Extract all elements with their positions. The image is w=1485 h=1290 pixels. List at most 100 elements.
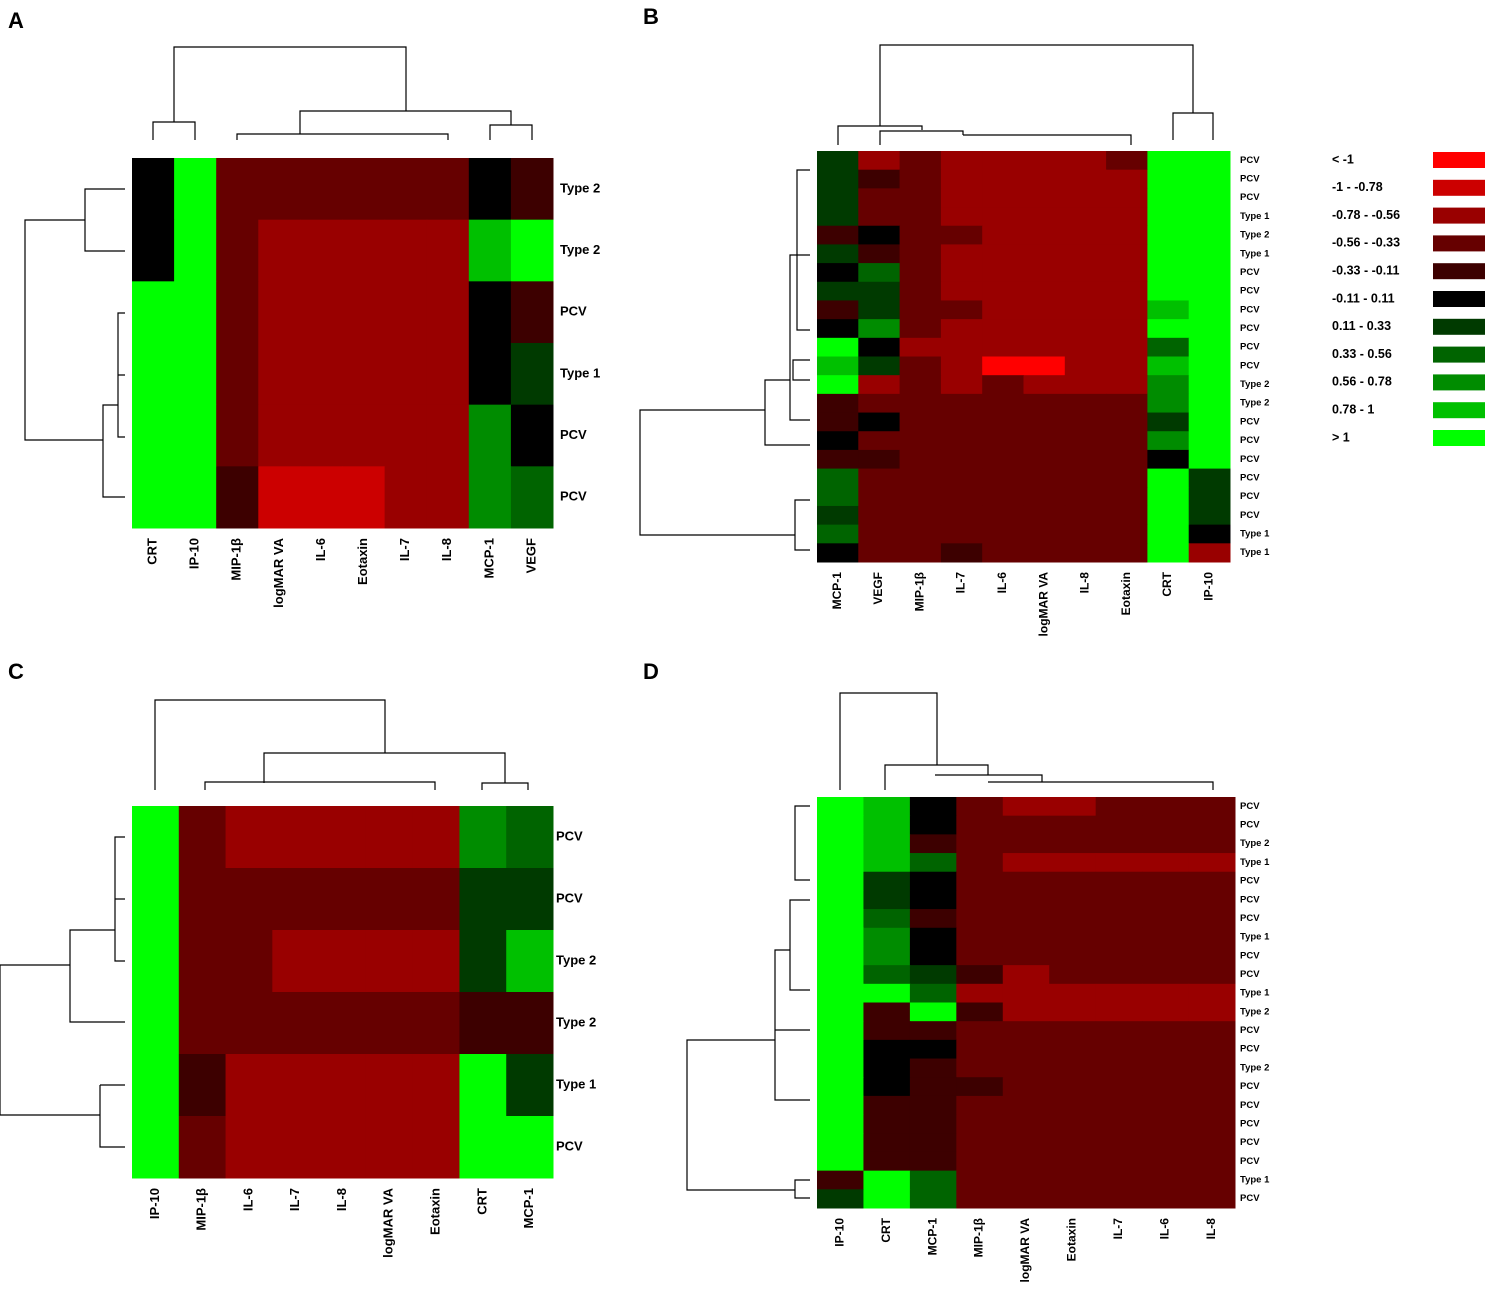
row-label: PCV	[1240, 360, 1260, 371]
heatmap-cell	[863, 927, 911, 947]
heatmap-cell	[940, 169, 983, 189]
heatmap-cell	[899, 188, 942, 208]
heatmap-cell	[1106, 375, 1148, 395]
heatmap-cell	[300, 466, 343, 529]
heatmap-cell	[1147, 543, 1190, 563]
column-label: Eotaxin	[1065, 1218, 1079, 1261]
column-label: IP-10	[832, 1218, 846, 1247]
heatmap-cell	[817, 393, 859, 414]
heatmap-cell	[899, 393, 942, 414]
heatmap-cell	[1064, 543, 1107, 563]
heatmap-cell	[909, 1077, 957, 1097]
column-label: MIP-1β	[912, 572, 926, 611]
column-label: VEGF	[523, 538, 538, 573]
heatmap-cell	[1106, 225, 1148, 245]
row-label: PCV	[1240, 342, 1260, 353]
column-label: CRT	[879, 1217, 893, 1242]
heatmap-cell	[1188, 1170, 1236, 1190]
heatmap-cell	[940, 543, 983, 563]
heatmap-cell	[1106, 319, 1148, 339]
heatmap-cell	[982, 468, 1024, 488]
heatmap-cell	[365, 930, 414, 993]
heatmap-cell	[1147, 281, 1190, 301]
heatmap-cell	[178, 868, 227, 931]
heatmap-cell	[1064, 151, 1107, 171]
column-label: MCP-1	[925, 1218, 939, 1256]
heatmap-cell	[899, 505, 942, 526]
heatmap-cell	[258, 158, 301, 221]
legend-label: 0.11 - 0.33	[1332, 319, 1391, 333]
heatmap-cell	[899, 543, 942, 563]
heatmap-cell	[817, 188, 859, 208]
row-label: PCV	[1240, 894, 1260, 905]
heatmap-cell	[940, 300, 983, 320]
legend-swatch	[1433, 207, 1485, 224]
heatmap-cell	[412, 992, 460, 1055]
heatmap-cell	[982, 281, 1024, 301]
heatmap-cell	[817, 1039, 864, 1060]
heatmap-cell	[817, 909, 864, 929]
heatmap-cell	[956, 1039, 1004, 1060]
heatmap-cell	[342, 343, 386, 406]
legend-label: -1 - -0.78	[1332, 180, 1383, 194]
heatmap-cell	[225, 930, 273, 993]
heatmap-cell	[1188, 1077, 1236, 1097]
heatmap-cell	[1095, 1021, 1143, 1041]
heatmap-cell	[940, 412, 983, 432]
row-label: Type 1	[1240, 988, 1270, 999]
heatmap-cell	[319, 1054, 367, 1117]
heatmap-cell	[1142, 983, 1190, 1003]
heatmap-cell	[132, 158, 175, 221]
heatmap-cell	[1106, 300, 1148, 320]
heatmap-cell	[1002, 1039, 1050, 1060]
heatmap-cell	[1064, 188, 1107, 208]
heatmap-cell	[899, 281, 942, 301]
heatmap-cell	[1049, 890, 1097, 910]
heatmap-cell	[940, 393, 983, 414]
row-label: PCV	[1240, 969, 1260, 980]
heatmap-cell	[1106, 468, 1148, 488]
heatmap-cell	[412, 930, 460, 993]
heatmap-cell	[300, 281, 343, 344]
column-label: CRT	[144, 538, 159, 565]
heatmap-cell	[956, 965, 1004, 985]
dendrogram	[0, 836, 125, 1148]
heatmap-cell	[1095, 909, 1143, 929]
heatmap-cell	[1106, 412, 1148, 432]
row-label: Type 1	[556, 1076, 596, 1091]
heatmap-cell	[216, 466, 259, 529]
row-label: PCV	[560, 427, 587, 442]
heatmap-cell	[899, 449, 942, 470]
heatmap-cell	[858, 356, 901, 376]
heatmap-cell	[1142, 797, 1190, 817]
heatmap-cell	[1147, 431, 1190, 451]
heatmap-cell	[1049, 797, 1097, 817]
heatmap-cell	[1106, 356, 1148, 376]
heatmap-cell	[909, 1058, 957, 1078]
heatmap-cell	[956, 1151, 1004, 1172]
panel-label: D	[643, 659, 659, 684]
heatmap-cell	[982, 375, 1024, 395]
row-label: PCV	[1240, 155, 1260, 166]
column-label: CRT	[474, 1188, 489, 1215]
heatmap-cell	[1002, 1114, 1050, 1134]
heatmap-cell	[1095, 965, 1143, 985]
heatmap-cell	[1064, 487, 1107, 507]
heatmap-cell	[1049, 1114, 1097, 1134]
heatmap-cell	[956, 1002, 1004, 1022]
heatmap-cell	[1188, 983, 1236, 1003]
heatmap-cell	[817, 1133, 864, 1153]
heatmap-cell	[1023, 487, 1066, 507]
heatmap-cell	[909, 1170, 957, 1190]
heatmap-cell	[1049, 1021, 1097, 1041]
heatmap-cell	[1147, 337, 1190, 357]
heatmap-cell	[1147, 468, 1190, 488]
heatmap-cell	[1147, 487, 1190, 507]
heatmap-cell	[1002, 1189, 1050, 1209]
heatmap-cell	[982, 393, 1024, 414]
heatmap-cell	[384, 219, 428, 282]
heatmap-cell	[863, 797, 911, 817]
heatmap-cell	[1064, 263, 1107, 283]
heatmap-cell	[1095, 1058, 1143, 1078]
heatmap-cell	[1095, 983, 1143, 1003]
